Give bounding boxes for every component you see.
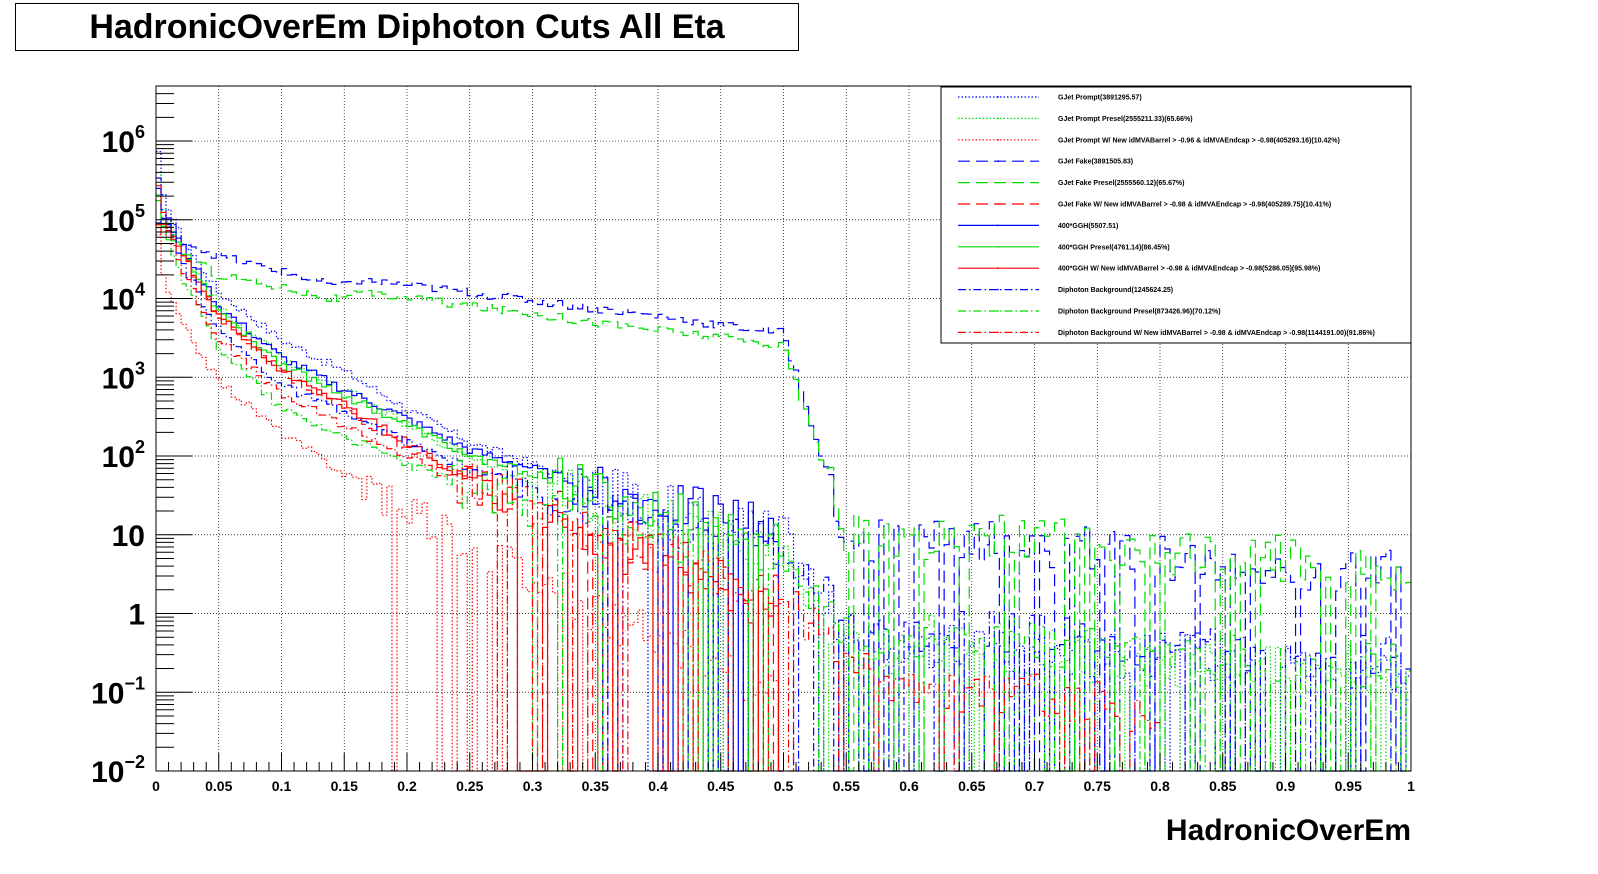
- x-tick-label: 0.3: [523, 778, 543, 794]
- x-tick-label: 0.8: [1150, 778, 1170, 794]
- x-tick-labels: 0 0.05 0.1 0.15 0.2 0.25 0.3 0.35 0.4 0.45 0.5 0.55…: [152, 778, 1415, 794]
- x-tick-label: 0.45: [707, 778, 734, 794]
- legend-marker: [997, 160, 999, 163]
- legend-marker: [997, 117, 999, 120]
- x-tick-label: 0.65: [958, 778, 985, 794]
- series-line: [156, 223, 784, 772]
- legend-entry: 400*GGH(5507.51): [1058, 223, 1118, 230]
- x-tick-label: 0.25: [456, 778, 483, 794]
- legend-marker: [997, 267, 999, 270]
- x-tick-label: 0.75: [1084, 778, 1111, 794]
- series-layer: [156, 150, 1411, 772]
- x-tick-label: 0.15: [331, 778, 358, 794]
- legend-entry: 400*GGH Presel(4761.14)(86.45%): [1058, 244, 1170, 251]
- legend-marker: [997, 138, 999, 141]
- legend-entry: Diphoton Background(1245624.25): [1058, 287, 1173, 294]
- y-tick-label: 105: [102, 201, 145, 238]
- y-tick-exponent: 2: [135, 437, 145, 457]
- legend-marker: [997, 96, 999, 98]
- legend-entry: GJet Prompt W/ New idMVABarrel > -0.96 &…: [1058, 137, 1340, 144]
- x-tick-label: 0.1: [272, 778, 292, 794]
- x-axis-title: HadronicOverEm: [1166, 814, 1411, 847]
- legend: GJet Prompt(3891295.57) GJet Prompt Prese…: [940, 86, 1412, 344]
- y-tick-base: 10: [102, 205, 135, 238]
- legend-marker: [997, 181, 999, 184]
- legend-marker: [997, 203, 999, 205]
- legend-box: [940, 86, 1412, 344]
- x-tick-label: 0.9: [1276, 778, 1296, 794]
- x-tick-label: 0.05: [205, 778, 232, 794]
- grid: [155, 86, 1412, 772]
- x-tick-label: 0.5: [774, 778, 794, 794]
- y-tick-base: 10: [91, 756, 124, 789]
- x-tick-label: 0.55: [833, 778, 860, 794]
- x-tick-label: 0.35: [582, 778, 609, 794]
- y-tick-exponent: 4: [135, 280, 145, 300]
- legend-marker: [997, 331, 999, 334]
- y-tick-label: 10−1: [91, 673, 145, 710]
- series-line: [156, 150, 1411, 772]
- x-tick-label: 0: [152, 778, 160, 794]
- x-tick-label: 0.7: [1025, 778, 1045, 794]
- y-tick-label: 103: [102, 358, 145, 395]
- y-tick-base: 10: [91, 677, 124, 710]
- y-tick-base: 10: [112, 520, 145, 553]
- series-line: [156, 185, 1160, 772]
- y-tick-label: 102: [102, 437, 145, 474]
- legend-entry: Diphoton Background Presel(873426.96)(70…: [1058, 309, 1221, 316]
- y-tick-exponent: 3: [135, 358, 145, 378]
- y-tick-base: 10: [102, 284, 135, 317]
- y-tick-base: 10: [102, 126, 135, 159]
- y-tick-exponent: 6: [135, 122, 145, 142]
- x-tick-label: 0.85: [1209, 778, 1236, 794]
- x-tick-label: 0.4: [648, 778, 668, 794]
- y-tick-label: 10−2: [91, 752, 145, 789]
- legend-marker: [997, 288, 999, 291]
- x-tick-label: 0.6: [899, 778, 919, 794]
- y-tick-exponent: −2: [124, 752, 145, 772]
- y-tick-base: 10: [102, 441, 135, 474]
- legend-marker: [997, 224, 999, 227]
- legend-entry: GJet Fake Presel(2555560.12)(65.67%): [1058, 180, 1184, 187]
- y-tick-base: 1: [128, 599, 145, 632]
- legend-entry: GJet Fake(3891505.83): [1058, 159, 1133, 166]
- y-tick-base: 10: [102, 362, 135, 395]
- legend-entry: GJet Fake W/ New idMVABarrel > -0.98 & i…: [1058, 202, 1331, 209]
- y-tick-label: 10: [112, 520, 145, 553]
- y-tick-label: 106: [102, 122, 145, 159]
- axis-ticks: [155, 85, 1412, 772]
- y-tick-exponent: 5: [135, 201, 145, 221]
- title-box: HadronicOverEm Diphoton Cuts All Eta: [15, 3, 799, 51]
- chart-title: HadronicOverEm Diphoton Cuts All Eta: [89, 8, 725, 46]
- series-line: [156, 224, 784, 772]
- x-tick-label: 1: [1407, 778, 1415, 794]
- series-line: [156, 194, 1411, 772]
- y-tick-label: 104: [102, 280, 145, 317]
- legend-entry: 400*GGH W/ New idMVABarrel > -0.98 & idM…: [1058, 266, 1320, 273]
- legend-marker: [997, 245, 999, 248]
- legend-entry: GJet Prompt Presel(2555211.33)(65.66%): [1058, 116, 1193, 123]
- x-tick-label: 0.95: [1335, 778, 1362, 794]
- y-tick-exponent: −1: [124, 673, 145, 693]
- legend-entry: Diphoton Background W/ New idMVABarrel >…: [1058, 330, 1375, 337]
- y-tick-label: 1: [128, 599, 145, 632]
- series-line: [156, 177, 1411, 772]
- legend-entry: GJet Prompt(3891295.57): [1058, 95, 1142, 102]
- x-tick-label: 0.2: [397, 778, 417, 794]
- legend-marker: [997, 310, 999, 312]
